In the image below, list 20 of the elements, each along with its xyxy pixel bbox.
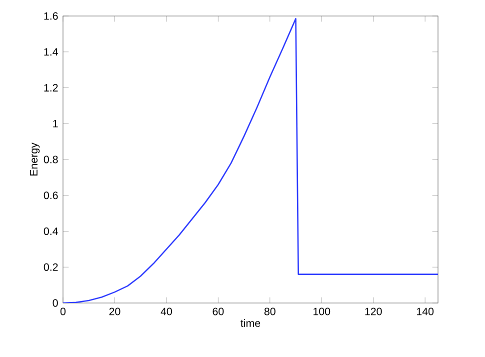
y-tick-label: 0.2: [44, 263, 58, 271]
x-tick-label: 100: [314, 308, 330, 316]
x-tick-label: 20: [109, 308, 120, 316]
y-tick-label: 0.6: [44, 192, 58, 200]
y-tick-label: 0.8: [44, 156, 58, 164]
x-tick-label: 40: [160, 308, 172, 316]
x-tick-label: 140: [416, 308, 434, 316]
line-series: [63, 18, 438, 303]
x-axis-title: time: [240, 319, 260, 327]
y-tick-label: 0: [52, 299, 58, 307]
y-tick-label: 1: [53, 120, 58, 128]
x-tick-label: 80: [264, 308, 276, 316]
y-axis-title: Energy: [30, 142, 40, 176]
y-tick-label: 1.2: [44, 84, 58, 92]
x-tick-label: 120: [365, 308, 382, 316]
y-tick-label: 1.4: [44, 48, 58, 56]
y-tick-label: 1.6: [44, 12, 58, 20]
x-tick-label: 0: [60, 308, 66, 316]
y-tick-label: 0.4: [44, 227, 58, 236]
x-tick-label: 60: [212, 308, 224, 316]
